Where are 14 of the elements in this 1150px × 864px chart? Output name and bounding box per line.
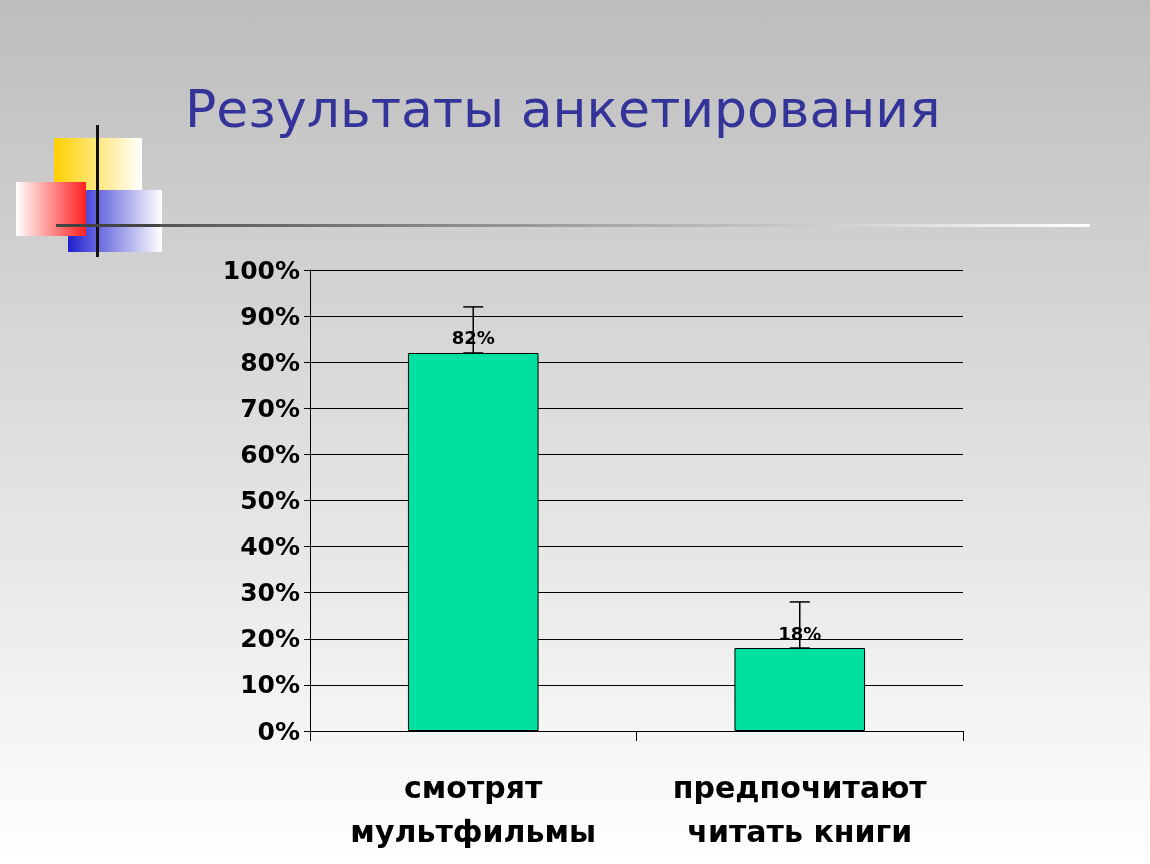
x-tick-label: предпочитают читать книги [672, 769, 928, 849]
y-tick-label: 0% [257, 716, 300, 746]
y-tick-label: 100% [222, 255, 300, 285]
x-tick-label: смотрят мультфильмы [350, 769, 597, 849]
y-tick-label: 90% [240, 301, 300, 331]
y-tick-label: 30% [240, 578, 300, 608]
y-tick-label: 10% [240, 670, 300, 700]
y-tick-label: 50% [240, 486, 300, 515]
y-tick-label: 40% [240, 532, 300, 562]
y-tick-label: 70% [240, 393, 300, 423]
chart-title: Результаты анкетирования [185, 79, 941, 139]
y-tick-label: 20% [240, 624, 300, 654]
y-tick-label: 80% [240, 347, 300, 377]
y-tick-label: 60% [240, 439, 300, 469]
